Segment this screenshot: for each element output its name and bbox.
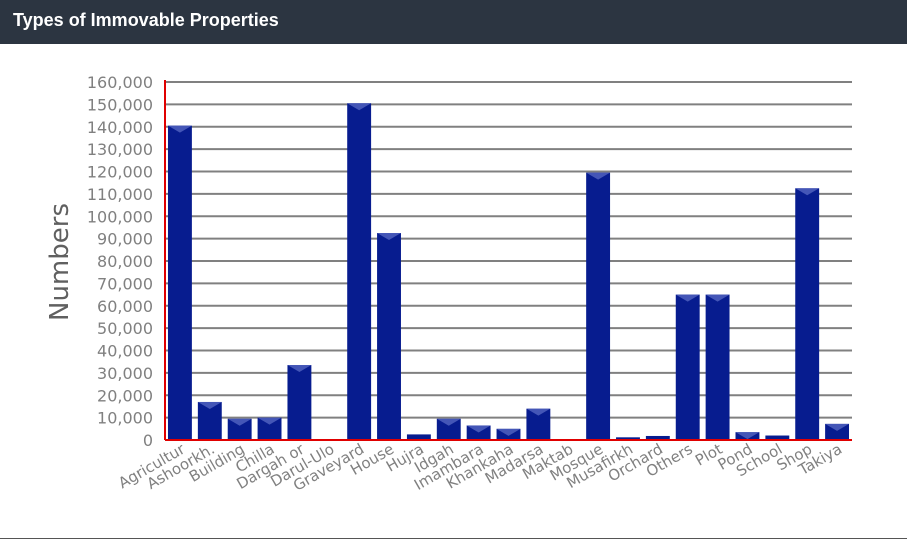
- bar-highlight: [347, 103, 372, 111]
- bar: [287, 365, 312, 440]
- y-tick-label: 10,000: [97, 409, 153, 428]
- y-tick-label: 60,000: [97, 297, 153, 316]
- bar: [227, 418, 252, 440]
- bar-highlight: [675, 294, 700, 302]
- y-tick-label: 110,000: [87, 185, 153, 204]
- bar-highlight: [526, 408, 551, 416]
- bar: [347, 103, 372, 440]
- y-tick-label: 40,000: [97, 342, 153, 361]
- bar-highlight: [197, 401, 222, 409]
- bar-chart: 0 10,000 20,000 30,000 40,000 50,000 60,000 70,…: [45, 73, 852, 495]
- y-tick-label: 150,000: [87, 95, 153, 114]
- chart-area: 0 10,000 20,000 30,000 40,000 50,000 60,000 70,…: [0, 44, 907, 538]
- x-tick-labels: AgriculturAshoorkh.BuildingChillaDargah …: [115, 439, 845, 494]
- y-tick-label: 120,000: [87, 163, 153, 182]
- bar-highlight: [436, 418, 461, 426]
- bar: [436, 418, 461, 440]
- bar: [795, 188, 820, 440]
- y-axis-title: Numbers: [45, 203, 75, 321]
- y-tick-label: 50,000: [97, 319, 153, 338]
- bar: [167, 125, 192, 440]
- bar: [765, 435, 790, 440]
- bar-highlight: [496, 428, 521, 436]
- bar-highlight: [735, 432, 760, 440]
- y-tick-label: 100,000: [87, 207, 153, 226]
- y-tick-label: 80,000: [97, 252, 153, 271]
- y-tick-label: 0: [143, 431, 153, 450]
- bar: [377, 233, 401, 440]
- bar: [616, 437, 640, 440]
- bar-highlight: [287, 365, 312, 373]
- panel-header: Types of Immovable Properties: [0, 0, 907, 44]
- y-tick-label: 70,000: [97, 274, 153, 293]
- bar: [586, 172, 611, 440]
- bar-highlight: [466, 425, 491, 433]
- y-tick-label: 140,000: [87, 118, 153, 137]
- bar: [705, 294, 730, 440]
- y-tick-labels: 0 10,000 20,000 30,000 40,000 50,000 60,000 70,…: [87, 73, 153, 450]
- y-tick-label: 130,000: [87, 140, 153, 159]
- panel-title: Types of Immovable Properties: [13, 10, 279, 30]
- bar-highlight: [825, 423, 850, 431]
- bar-highlight: [377, 233, 401, 241]
- y-tick-label: 20,000: [97, 386, 153, 405]
- bar-highlight: [227, 418, 252, 426]
- axes: [164, 80, 852, 441]
- bottom-divider: [0, 538, 907, 539]
- bar: [645, 435, 670, 440]
- bar-highlight: [586, 172, 611, 180]
- gridlines: [165, 81, 852, 419]
- bar: [675, 294, 700, 440]
- bar-highlight: [705, 294, 730, 302]
- y-tick-label: 160,000: [87, 73, 153, 92]
- bar: [197, 401, 222, 440]
- bar: [406, 434, 431, 440]
- bar-highlight: [795, 188, 820, 196]
- bar: [466, 425, 491, 440]
- y-tick-label: 90,000: [97, 230, 153, 249]
- y-tick-label: 30,000: [97, 364, 153, 383]
- bar: [257, 417, 282, 440]
- bar: [825, 423, 850, 440]
- bar-highlight: [167, 125, 192, 133]
- bar: [526, 408, 551, 440]
- bar-highlight: [257, 417, 282, 425]
- bars: [167, 103, 850, 440]
